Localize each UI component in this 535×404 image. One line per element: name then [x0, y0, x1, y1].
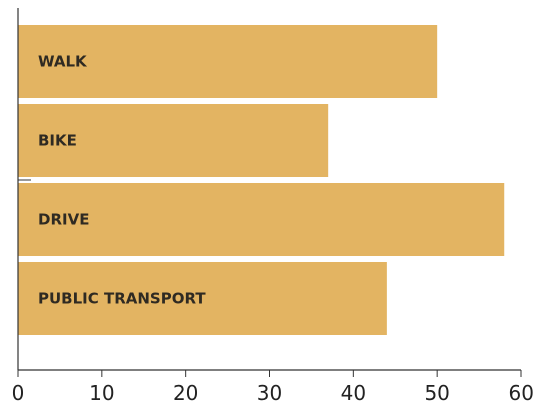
- x-tick-label-20: 20: [173, 381, 198, 404]
- x-tick-label-30: 30: [257, 381, 282, 404]
- bar-public-transport: [18, 262, 387, 335]
- x-tick-label-0: 0: [12, 381, 25, 404]
- x-tick-label-50: 50: [424, 381, 449, 404]
- bar-label-walk: WALK: [38, 53, 88, 71]
- bar-label-bike: BIKE: [38, 132, 77, 150]
- bar-label-public-transport: PUBLIC TRANSPORT: [38, 290, 206, 308]
- x-ticks-group: 0 10 20 30 40 50 60: [12, 370, 534, 404]
- bars-group: [18, 25, 505, 335]
- bar-walk: [18, 25, 438, 98]
- bar-drive: [18, 183, 505, 256]
- bar-labels-group: WALK BIKE DRIVE PUBLIC TRANSPORT: [38, 53, 206, 308]
- bar-label-drive: DRIVE: [38, 211, 89, 229]
- x-tick-label-40: 40: [341, 381, 366, 404]
- x-tick-label-10: 10: [89, 381, 114, 404]
- bar-bike: [18, 104, 329, 177]
- x-tick-label-60: 60: [509, 381, 534, 404]
